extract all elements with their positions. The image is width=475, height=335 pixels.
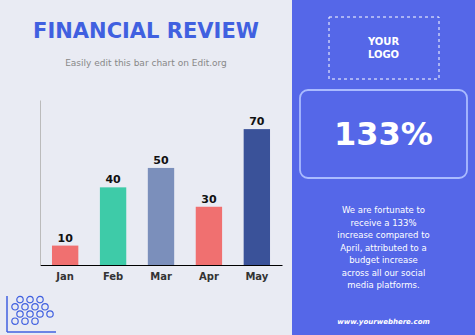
chart-svg: FINANCIAL REVIEW Easily edit this bar cha… [0, 0, 475, 335]
data-label: 50 [153, 154, 169, 167]
x-tick-label: May [245, 271, 268, 282]
data-label: 40 [105, 173, 121, 186]
description: We are fortunate toreceive a 133%increas… [337, 205, 429, 290]
decoration-dot [47, 311, 53, 317]
decoration-line [7, 331, 56, 333]
x-tick-label: Apr [199, 271, 219, 282]
data-label: 70 [249, 115, 265, 128]
title: FINANCIAL REVIEW [33, 19, 259, 43]
subtitle: Easily edit this bar chart on Edit.org [65, 58, 227, 68]
decoration-dot [22, 304, 28, 310]
decoration-line [6, 296, 8, 332]
bars [52, 129, 270, 265]
decoration-dot [37, 296, 43, 302]
right-background [292, 0, 475, 335]
y-axis-line [40, 101, 41, 266]
logo-box [329, 17, 439, 79]
data-label: 10 [58, 232, 74, 245]
x-tick: Feb [103, 265, 123, 282]
url: www.yourwebhere.com [337, 318, 430, 326]
decoration-dot [32, 318, 38, 324]
bar [196, 207, 222, 265]
decoration-dot [22, 318, 28, 324]
bar [52, 246, 78, 265]
highlight-text: 133% [334, 115, 433, 153]
decoration-dot [32, 304, 38, 310]
decoration-dot [42, 304, 48, 310]
logo-text: YOURLOGO [367, 36, 400, 60]
x-tick-label: Mar [150, 271, 172, 282]
left-background [0, 0, 292, 335]
x-tick: Mar [150, 265, 172, 282]
x-tick: Apr [199, 265, 219, 282]
x-tick-label: Jan [55, 271, 74, 282]
bar [100, 187, 126, 265]
highlight-box [300, 90, 467, 178]
x-tick: May [245, 265, 268, 282]
decoration-dot [27, 296, 33, 302]
decoration-dot [37, 311, 43, 317]
x-tick-label: Feb [103, 271, 123, 282]
x-tick: Jan [55, 265, 74, 282]
decoration [7, 296, 56, 332]
data-label: 30 [201, 193, 217, 206]
x-axis-line [41, 265, 283, 266]
decoration-dot [12, 318, 18, 324]
decoration-dot [12, 304, 18, 310]
decoration-dot [27, 311, 33, 317]
x-axis: Jan Feb Mar Apr May [41, 265, 283, 282]
decoration-dot [17, 311, 23, 317]
y-axis [40, 101, 41, 266]
data-labels: 10 40 50 30 70 [58, 115, 265, 244]
decoration-dot [17, 296, 23, 302]
bar [148, 168, 174, 265]
bar [244, 129, 270, 265]
